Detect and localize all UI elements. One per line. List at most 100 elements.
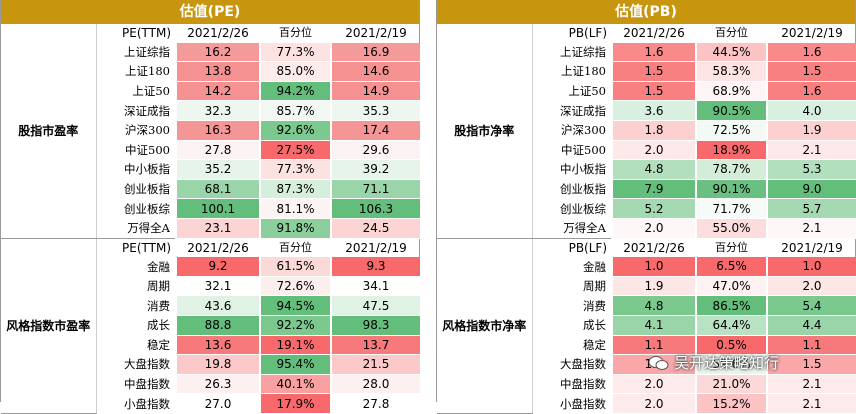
date-header-current: 2021/2/26	[176, 237, 260, 258]
previous-value: 1.9	[766, 120, 856, 141]
percentile-value: 18.9%	[695, 140, 768, 161]
table-row: 消费 43.6 94.5% 47.5	[1, 295, 422, 316]
percentile-value: 55.0%	[695, 218, 768, 239]
header-row: 风格指数市净率 PB(LF) 2021/2/26 百分位 2021/2/19	[437, 237, 856, 414]
pe-valuation-panel: 估值(PE) 股指市盈率 PE(TTM) 2021/2/26 百分位 2021/2/19…	[0, 0, 422, 414]
current-value: 23.1	[175, 218, 261, 239]
percentile-value: 72.6%	[259, 276, 332, 297]
percentile-value: 64.4%	[695, 315, 768, 336]
index-name: 小盘指数	[124, 396, 170, 411]
previous-value: 34.1	[330, 276, 422, 297]
percentile-value: 81.1%	[259, 198, 332, 219]
index-name: 中小板指	[124, 162, 170, 177]
wechat-icon	[648, 355, 670, 371]
percentile-value: 90.1%	[695, 179, 768, 200]
current-value: 32.3	[175, 100, 261, 121]
current-value: 14.2	[175, 81, 261, 102]
table-row: 稳定 1.1 0.5% 1.1	[437, 335, 856, 356]
current-value: 19.8	[175, 354, 261, 375]
percentile-value: 71.7%	[695, 198, 768, 219]
index-name: 中小板指	[560, 162, 606, 177]
previous-value: 2.1	[766, 140, 856, 161]
percentile-value: 40.1%	[259, 374, 332, 395]
date-header-current: 2021/2/26	[612, 237, 696, 258]
index-name: 成长	[147, 318, 170, 333]
previous-value: 2.1	[766, 374, 856, 395]
previous-value: 16.9	[330, 42, 422, 63]
previous-value: 2.0	[766, 276, 856, 297]
percentile-value: 17.9%	[259, 393, 332, 414]
previous-value: 9.0	[766, 179, 856, 200]
metric-header: PB(LF)	[532, 237, 612, 258]
index-name: 消费	[583, 298, 606, 313]
index-name: 沪深300	[125, 123, 170, 138]
watermark: 吴开达策略知行	[648, 352, 779, 373]
table-row: 大盘指数 19.8 95.4% 21.5	[1, 354, 422, 375]
index-name: 创业板指	[560, 182, 606, 197]
percentile-value: 72.5%	[695, 120, 768, 141]
table-row: 创业板指 7.9 90.1% 9.0	[437, 179, 856, 200]
previous-value: 5.3	[766, 159, 856, 180]
index-name: 消费	[147, 298, 170, 313]
index-name: 上证综指	[124, 45, 170, 60]
percentile-value: 21.0%	[695, 374, 768, 395]
percentile-value: 47.0%	[695, 276, 768, 297]
percentile-value: 87.3%	[259, 179, 332, 200]
current-value: 1.0	[611, 257, 697, 277]
previous-value: 71.1	[330, 179, 422, 200]
percentile-value: 77.3%	[259, 159, 332, 180]
index-name: 创业板指	[124, 182, 170, 197]
group-label: 风格指数市净率	[437, 237, 533, 414]
table-row: 创业板综 5.2 71.7% 5.7	[437, 198, 856, 219]
table-row: 上证综指 1.6 44.5% 1.6	[437, 42, 856, 63]
index-name: 大盘指数	[124, 357, 170, 372]
index-name: 深证成指	[560, 103, 606, 118]
current-value: 16.3	[175, 120, 261, 141]
table-row: 中盘指数 2.0 21.0% 2.1	[437, 374, 856, 395]
table-row: 中小板指 35.2 77.3% 39.2	[1, 159, 422, 180]
table-row: 金融 1.0 6.5% 1.0	[437, 257, 856, 277]
table-row: 周期 32.1 72.6% 34.1	[1, 276, 422, 297]
index-name: 上证综指	[560, 45, 606, 60]
panel-title-pb: 估值(PB)	[437, 0, 855, 24]
table-row: 上证180 1.5 58.3% 1.5	[437, 61, 856, 82]
percentile-value: 0.5%	[695, 335, 768, 356]
percentile-value: 6.5%	[695, 257, 768, 277]
table-row: 稳定 13.6 19.1% 13.7	[1, 335, 422, 356]
percentile-value: 44.5%	[695, 42, 768, 63]
previous-value: 4.4	[766, 315, 856, 336]
table-row: 万得全A 23.1 91.8% 24.5	[1, 218, 422, 239]
metric-header: PE(TTM)	[122, 26, 171, 41]
percentile-value: 94.5%	[259, 295, 332, 316]
current-value: 16.2	[175, 42, 261, 63]
metric-header: PB(LF)	[568, 26, 607, 41]
previous-value: 13.7	[330, 335, 422, 356]
index-name: 中盘指数	[560, 376, 606, 391]
percentile-value: 15.2%	[695, 393, 768, 414]
current-value: 13.6	[175, 335, 261, 356]
index-name: 中证500	[561, 142, 606, 157]
previous-value: 2.1	[766, 218, 856, 239]
date-header-previous: 2021/2/19	[767, 237, 856, 258]
percentile-value: 85.0%	[259, 61, 332, 82]
index-name: 大盘指数	[560, 357, 606, 372]
current-value: 3.6	[611, 100, 697, 121]
percentile-value: 77.3%	[259, 42, 332, 63]
index-name: 创业板综	[560, 201, 606, 216]
current-value: 4.1	[611, 315, 697, 336]
percentile-value: 91.8%	[259, 218, 332, 239]
current-value: 27.0	[175, 393, 261, 414]
table-row: 中证500 27.8 27.5% 29.6	[1, 140, 422, 161]
index-name: 周期	[583, 279, 606, 294]
percentile-value: 85.7%	[259, 100, 332, 121]
current-value: 2.0	[611, 140, 697, 161]
table-row: 深证成指 3.6 90.5% 4.0	[437, 100, 856, 121]
current-value: 100.1	[175, 198, 261, 219]
table-row: 深证成指 32.3 85.7% 35.3	[1, 100, 422, 121]
previous-value: 14.9	[330, 81, 422, 102]
percentile-value: 92.2%	[259, 315, 332, 336]
header-row: 股指市净率 PB(LF) 2021/2/26 百分位 2021/2/19	[437, 24, 856, 239]
current-value: 5.2	[611, 198, 697, 219]
previous-value: 5.7	[766, 198, 856, 219]
index-name: 上证50	[132, 84, 170, 99]
